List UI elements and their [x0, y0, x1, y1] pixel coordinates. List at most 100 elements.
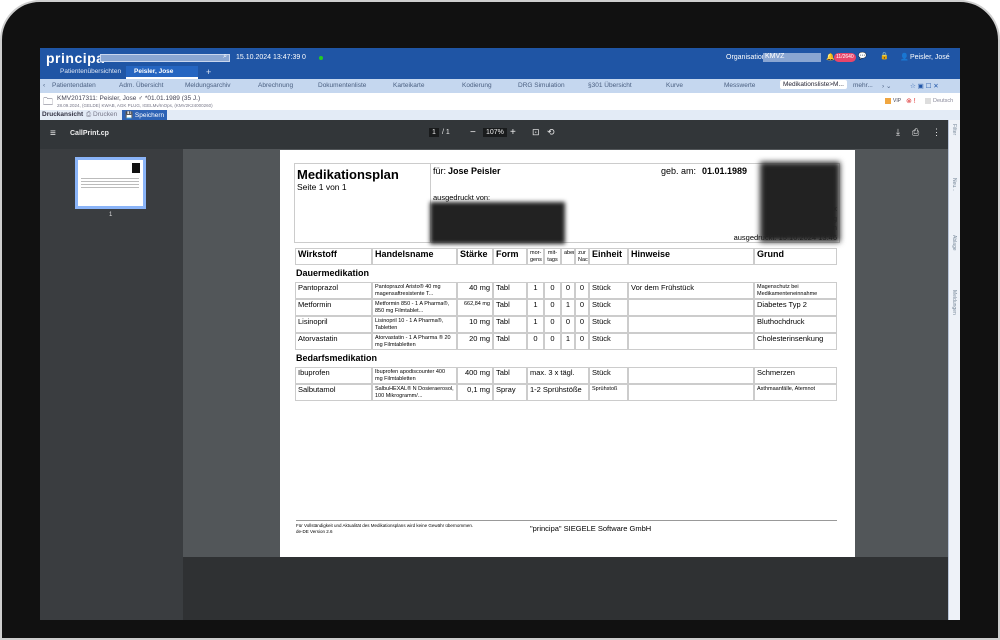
vip-label: VIP	[893, 98, 902, 104]
nav-item[interactable]: §301 Übersicht	[588, 82, 632, 89]
dob: 01.01.1989	[702, 166, 748, 176]
table-cell: 1	[527, 316, 544, 333]
print-button[interactable]: ⎙ Drucken	[86, 111, 118, 118]
table-cell: Atorvastatin	[295, 333, 372, 350]
menu-icon[interactable]: ≡	[50, 128, 56, 139]
nav-item-active[interactable]: Medikationsliste>M...	[780, 80, 847, 89]
table-cell: Vor dem Frühstück	[628, 282, 754, 299]
save-button[interactable]: 💾 Speichern	[122, 110, 168, 120]
table-cell: 0	[561, 316, 575, 333]
table-cell: Atorvastatin - 1 A Pharma ® 20 mg Filmta…	[372, 333, 457, 350]
chevron-right-icon[interactable]: › ⌄	[882, 83, 892, 90]
table-cell: Tabl	[493, 282, 527, 299]
printed-by-label: ausgedruckt von:	[433, 193, 491, 202]
table-cell: Ibuprofen	[295, 367, 372, 384]
dob-label: geb. am:	[661, 166, 697, 176]
table-cell: 0	[561, 282, 575, 299]
side-tab-filter[interactable]: Filter	[951, 124, 957, 136]
bell-icon[interactable]: 🔔	[826, 54, 835, 61]
top-bar: principa ⌕ 15.10.2024 13:47:39 0 Organis…	[40, 48, 960, 66]
table-cell	[628, 333, 754, 350]
side-tab-new[interactable]: Neu...	[951, 178, 957, 192]
side-tab-meldungen[interactable]: Meldungen	[951, 290, 957, 315]
table-cell: Magenschutz bei Medikamenteneinnahme	[754, 282, 837, 299]
nav-prev-icon[interactable]: ‹	[43, 82, 46, 89]
table-cell: Salbutamol	[295, 384, 372, 401]
nav-item[interactable]: DRG Simulation	[518, 82, 565, 89]
tab-patientenuebersichten[interactable]: Patientenübersichten	[60, 68, 122, 75]
table-cell: 10 mg	[457, 316, 493, 333]
page-total: / 1	[442, 129, 450, 136]
table-cell: 0	[575, 299, 589, 316]
table-cell: 0	[544, 282, 561, 299]
side-panel: Filter Neu... Ablage Meldungen	[948, 120, 960, 620]
table-cell: Stück	[589, 367, 628, 384]
print-label: Drucken	[93, 111, 118, 118]
patient-tabs: Patientenübersichten Peisler, Jose +	[40, 66, 960, 79]
column-header: mor-gens	[527, 248, 544, 265]
table-cell: 40 mg	[457, 282, 493, 299]
nav-item[interactable]: Dokumentenliste	[318, 82, 367, 89]
status-dot	[319, 56, 323, 60]
table-cell: Stück	[589, 316, 628, 333]
table-cell: Tabl	[493, 299, 527, 316]
nav-more[interactable]: mehr...	[853, 82, 873, 89]
column-header: Einheit	[589, 248, 628, 265]
nav-item[interactable]: Kodierung	[462, 82, 492, 89]
zoom-in-button[interactable]: +	[510, 127, 516, 138]
table-cell: Spray	[493, 384, 527, 401]
table-cell: Lisinopril 10 - 1 A Pharma®, Tabletten	[372, 316, 457, 333]
nav-item[interactable]: Kurve	[666, 82, 683, 89]
table-cell: Cholesterinsenkung	[754, 333, 837, 350]
page-number-input[interactable]: 1	[429, 128, 439, 137]
table-cell: Stück	[589, 299, 628, 316]
download-icon[interactable]: ⤓	[896, 127, 900, 137]
page-thumbnail[interactable]	[75, 157, 146, 209]
table-cell: 0	[527, 333, 544, 350]
zoom-out-button[interactable]: −	[470, 127, 476, 138]
table-cell: Pantoprazol Aristo® 40 mg magensaftresis…	[372, 282, 457, 299]
table-cell: 20 mg	[457, 333, 493, 350]
table-cell	[628, 367, 754, 384]
nav-item[interactable]: Karteikarte	[393, 82, 425, 89]
user-menu[interactable]: Peisler, José	[910, 54, 950, 61]
org-label: Organisation	[726, 54, 766, 61]
nav-item[interactable]: Messwerte	[724, 82, 756, 89]
logo: principa	[46, 50, 105, 66]
add-tab-button[interactable]: +	[206, 67, 212, 77]
search-icon: ⌕	[223, 53, 227, 60]
folder-icon: 🗀	[43, 97, 53, 108]
nav-item[interactable]: Adm. Übersicht	[119, 82, 164, 89]
chat-icon[interactable]: 💬	[858, 53, 867, 60]
column-header: Wirkstoff	[295, 248, 372, 265]
section-title: Dauermedikation	[296, 268, 370, 278]
nav-item[interactable]: Meldungsarchiv	[185, 82, 231, 89]
table-cell: Schmerzen	[754, 367, 837, 384]
nav-tabs: ‹ Patientendaten Adm. Übersicht Meldungs…	[40, 79, 960, 93]
window-controls[interactable]: ☆ ▣ ☐ ✕	[910, 83, 939, 90]
table-cell: Stück	[589, 282, 628, 299]
fit-page-icon[interactable]: ⊡	[532, 127, 540, 137]
redacted-doctor-info	[430, 202, 565, 244]
user-icon: 👤	[900, 54, 909, 61]
table-cell: Tabl	[493, 333, 527, 350]
footer-divider	[296, 520, 837, 521]
print-preview-tab[interactable]: Druckansicht	[42, 111, 84, 118]
print-icon[interactable]: ⎙	[912, 127, 920, 137]
language-flag	[925, 98, 931, 104]
tab-patient[interactable]: Peisler, Jose	[126, 66, 198, 79]
pdf-filename: CallPrint.cp	[70, 130, 109, 137]
nav-item[interactable]: Abrechnung	[258, 82, 294, 89]
rotate-icon[interactable]: ⟲	[547, 127, 555, 137]
nav-item[interactable]: Patientendaten	[52, 82, 96, 89]
zoom-input[interactable]: 107%	[483, 128, 507, 137]
more-options-icon[interactable]: ⋮	[932, 127, 941, 137]
lock-icon[interactable]: 🔒	[880, 53, 889, 60]
search-input[interactable]: ⌕	[100, 53, 230, 62]
table-cell: 0	[544, 333, 561, 350]
side-tab-ablage[interactable]: Ablage	[951, 235, 957, 251]
table-cell	[628, 299, 754, 316]
table-cell: 1	[527, 299, 544, 316]
org-select[interactable]: KMVZ	[763, 53, 821, 62]
toolbar: Druckansicht ⎙ Drucken 💾 Speichern	[40, 110, 960, 120]
